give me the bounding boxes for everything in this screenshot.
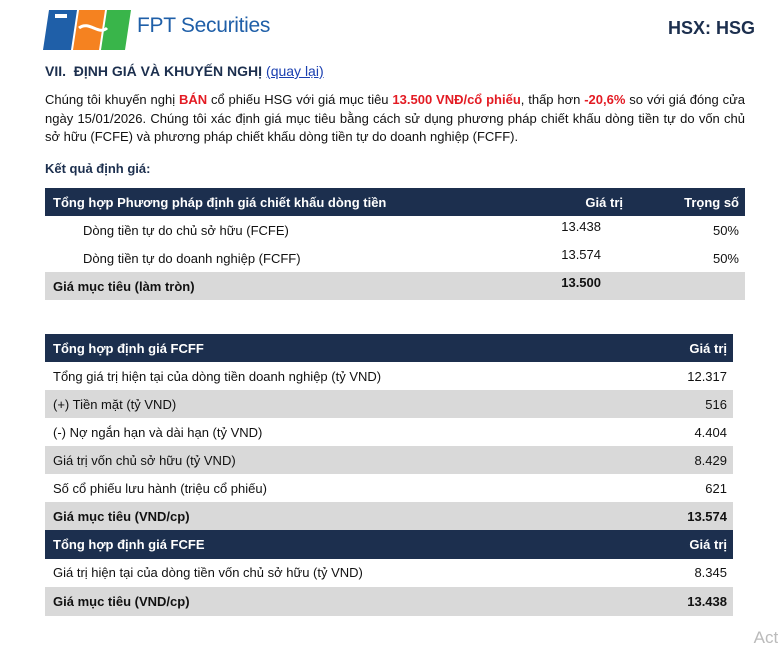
table-row: Giá mục tiêu (VND/cp) 13.574 xyxy=(45,502,733,530)
section-heading: VII. ĐỊNH GIÁ VÀ KHUYẾN NGHỊ (quay lại) xyxy=(45,63,324,79)
header-cell: Tổng hợp định giá FCFF xyxy=(53,340,204,356)
downside: -20,6% xyxy=(584,92,626,107)
table-cell: 13.574 xyxy=(687,508,727,524)
table-cell: Giá mục tiêu (VND/cp) xyxy=(53,508,190,524)
table-row: Giá trị hiện tại của dòng tiền vốn chủ s… xyxy=(45,559,733,588)
table-cell: Giá trị hiện tại của dòng tiền vốn chủ s… xyxy=(53,565,363,581)
table-cell: 13.438 xyxy=(687,593,727,609)
text: , thấp hơn xyxy=(520,92,585,107)
back-link[interactable]: (quay lại) xyxy=(266,63,324,79)
table-cell: 13.574 xyxy=(561,247,601,262)
table-row: Giá trị vốn chủ sở hữu (tỷ VND) 8.429 xyxy=(45,446,733,474)
watermark: Acti xyxy=(753,628,778,647)
table-header: Tổng hợp định giá FCFF Giá trị xyxy=(45,334,733,362)
table-cell: 8.429 xyxy=(694,452,727,468)
header-cell: Tổng hợp định giá FCFE xyxy=(53,536,205,552)
table-cell: 621 xyxy=(705,480,727,496)
target-price: 13.500 VNĐ/cổ phiếu xyxy=(392,92,521,107)
table-row: Giá mục tiêu (làm tròn) 13.500 xyxy=(45,272,745,300)
table-row: Giá mục tiêu (VND/cp) 13.438 xyxy=(45,587,733,616)
table-cell: 50% xyxy=(712,222,739,238)
logo-text: FPT Securities xyxy=(137,14,271,37)
table-cell: Giá trị vốn chủ sở hữu (tỷ VND) xyxy=(53,452,236,468)
header-cell: Giá trị xyxy=(585,194,623,210)
table-cell: 13.500 xyxy=(561,275,601,290)
ticker: HSX: HSG xyxy=(667,18,755,38)
results-label: Kết quả định giá: xyxy=(45,161,151,176)
table: Tổng hợp định giá FCFF Giá trị Tổng giá tr… xyxy=(45,334,733,530)
recommendation: BÁN xyxy=(178,92,208,107)
header-cell: Tổng hợp Phương pháp định giá chiết khấu… xyxy=(53,194,387,210)
table-row: (+) Tiền mặt (tỷ VND) 516 xyxy=(45,390,733,418)
table-cell: 50% xyxy=(712,250,739,266)
table-cell: (+) Tiền mặt (tỷ VND) xyxy=(53,396,177,412)
header-cell: Giá trị xyxy=(689,536,727,552)
table-row: Dòng tiền tự do doanh nghiệp (FCFF) 13.57… xyxy=(45,244,745,272)
table-row: (-) Nợ ngắn hạn và dài hạn (tỷ VND) 4.404 xyxy=(45,418,733,446)
table-cell: Giá mục tiêu (làm tròn) xyxy=(53,278,195,294)
table-cell: Giá mục tiêu (VND/cp) xyxy=(53,593,190,609)
header-cell: Giá trị xyxy=(689,340,727,356)
table: Tổng hợp Phương pháp định giá chiết khấu… xyxy=(45,188,745,300)
table-cell: 8.345 xyxy=(694,565,727,581)
table-cell: 516 xyxy=(705,396,727,412)
table-cell: Tổng giá trị hiện tại của dòng tiền doan… xyxy=(53,368,382,384)
intro-paragraph: Chúng tôi khuyến nghị BÁN cổ phiếu HSG v… xyxy=(45,91,745,147)
table-header: Tổng hợp Phương pháp định giá chiết khấu… xyxy=(45,188,745,216)
text: cổ phiếu HSG với giá mục tiêu xyxy=(207,92,393,107)
logo xyxy=(43,10,131,50)
table-cell: Dòng tiền tự do doanh nghiệp (FCFF) xyxy=(83,250,301,266)
table: Tổng hợp định giá FCFE Giá trị Giá trị hiệ… xyxy=(45,530,733,616)
text: so với giá đóng cửa ngày 15/01/2026. Chú… xyxy=(45,92,746,144)
table-row: Dòng tiền tự do chủ sở hữu (FCFE) 13.438 5… xyxy=(45,216,745,244)
table-cell: 12.317 xyxy=(687,368,727,384)
header-cell: Trọng số xyxy=(684,194,739,210)
table-header: Tổng hợp định giá FCFE Giá trị xyxy=(45,530,733,559)
table-row: Số cổ phiếu lưu hành (triệu cổ phiếu) 621 xyxy=(45,474,733,502)
text: Chúng tôi khuyến nghị xyxy=(45,92,179,107)
table-cell: (-) Nợ ngắn hạn và dài hạn (tỷ VND) xyxy=(53,424,263,440)
section-title: VII. ĐỊNH GIÁ VÀ KHUYẾN NGHỊ xyxy=(45,63,263,79)
table-row: Tổng giá trị hiện tại của dòng tiền doan… xyxy=(45,362,733,390)
table-cell: Số cổ phiếu lưu hành (triệu cổ phiếu) xyxy=(53,480,267,496)
table-cell: 4.404 xyxy=(694,424,727,440)
table-cell: Dòng tiền tự do chủ sở hữu (FCFE) xyxy=(83,222,289,238)
table-cell: 13.438 xyxy=(561,219,601,234)
